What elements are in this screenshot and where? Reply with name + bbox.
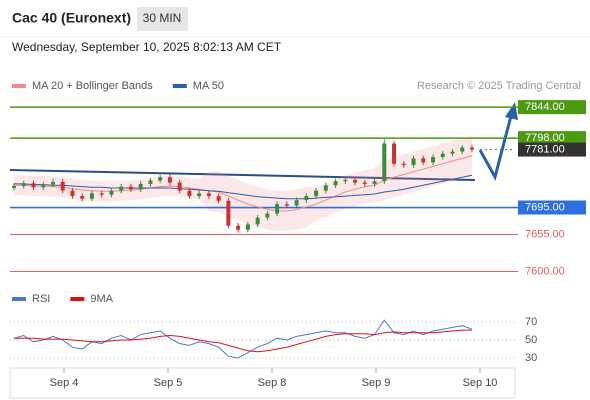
candle-body <box>177 182 182 191</box>
candle-body <box>41 184 46 188</box>
legend-swatch <box>12 297 26 301</box>
candle-body <box>167 177 172 183</box>
ma-line <box>14 174 473 200</box>
forecast-arrow <box>478 115 513 181</box>
candle-body <box>294 200 299 206</box>
candle-body <box>372 181 377 184</box>
x-tick-label: Sep 5 <box>154 377 183 389</box>
candle-body <box>411 158 416 166</box>
legend-label: 9MA <box>90 293 113 305</box>
candle-body <box>206 193 211 197</box>
candle-body <box>343 179 348 182</box>
candle-body <box>265 213 270 218</box>
candle-body <box>109 190 114 195</box>
legend-swatch <box>70 297 85 301</box>
candle-body <box>128 186 133 190</box>
candle-body <box>421 158 426 163</box>
candle-body <box>382 143 387 182</box>
candle-body <box>70 190 75 197</box>
legend-swatch <box>12 84 26 88</box>
legend-swatch <box>172 84 187 88</box>
candle-body <box>314 190 319 197</box>
candle-body <box>119 186 124 191</box>
ma-line <box>14 155 473 212</box>
y-tick-label: 30 <box>525 352 537 364</box>
candle-body <box>362 182 367 184</box>
candle-body <box>323 185 328 191</box>
candle-body <box>401 163 406 166</box>
candle-body <box>31 183 36 188</box>
candle-body <box>12 185 16 188</box>
candle-body <box>450 151 455 154</box>
current-price-box <box>518 142 586 157</box>
x-tick-label: Sep 4 <box>50 377 79 389</box>
candle-body <box>236 225 241 230</box>
candle-body <box>80 196 85 199</box>
separator <box>0 36 590 37</box>
candle-body <box>197 193 202 197</box>
x-tick-label: Sep 9 <box>362 377 391 389</box>
level-label: 7798.00 <box>525 132 565 144</box>
candle-body <box>138 183 143 190</box>
level-label: 7600.00 <box>525 265 565 277</box>
candle-body <box>275 204 280 214</box>
candle-body <box>158 177 163 181</box>
candle-body <box>255 217 260 225</box>
candle-body <box>431 156 436 163</box>
legend-label: MA 20 + Bollinger Bands <box>32 80 153 92</box>
level-box <box>518 100 586 115</box>
candle-body <box>21 183 26 186</box>
level-label: 7655.00 <box>525 228 565 240</box>
candle-body <box>353 179 358 183</box>
candle-body <box>187 190 192 197</box>
candle-body <box>226 200 231 226</box>
level-box <box>518 200 586 215</box>
indicator-line <box>13 319 473 359</box>
x-tick-label: Sep 8 <box>258 377 287 389</box>
candle-body <box>304 196 309 201</box>
candle-body <box>440 153 445 157</box>
level-label: 7695.00 <box>525 201 565 213</box>
copyright: Research © 2025 Trading Central <box>417 80 581 92</box>
candle-body <box>284 204 289 206</box>
bollinger-band <box>14 135 472 232</box>
legend-label: MA 50 <box>193 80 224 92</box>
timestamp: Wednesday, September 10, 2025 8:02:13 AM… <box>12 40 282 54</box>
candle-body <box>50 181 55 185</box>
y-tick-label: 50 <box>525 334 537 346</box>
instrument-title: Cac 40 (Euronext) <box>12 10 131 26</box>
candle-body <box>470 147 474 150</box>
candle-body <box>99 193 104 195</box>
legend-label: RSI <box>32 293 50 305</box>
x-axis-frame <box>9 367 516 399</box>
candle-body <box>460 147 465 152</box>
y-tick-label: 70 <box>525 316 537 328</box>
candle-body <box>216 196 221 201</box>
x-tick-label: Sep 10 <box>463 377 498 389</box>
current-price-label: 7781.00 <box>525 143 565 155</box>
candle-body <box>148 180 153 184</box>
interval-badge[interactable] <box>137 7 188 31</box>
candle-body <box>333 181 338 186</box>
candle-body <box>392 143 397 164</box>
candle-body <box>89 193 94 199</box>
indicator-line <box>14 329 472 353</box>
level-box <box>518 131 586 146</box>
interval-label[interactable]: 30 MIN <box>143 11 182 25</box>
candle-body <box>245 224 250 230</box>
level-label: 7844.00 <box>525 101 565 113</box>
candle-body <box>60 181 65 191</box>
trend-line <box>9 169 476 181</box>
